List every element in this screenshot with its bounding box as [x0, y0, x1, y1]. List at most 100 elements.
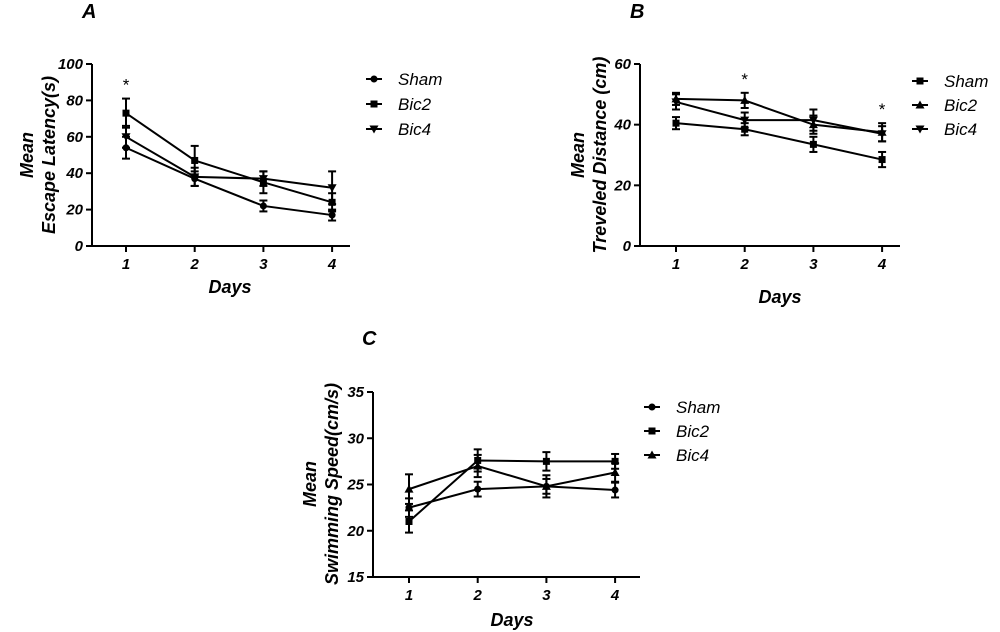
x-tick-label: 4	[610, 587, 620, 604]
data-point	[404, 484, 414, 493]
legend-marker	[915, 125, 925, 134]
y-tick-label: 0	[75, 238, 84, 255]
data-point	[405, 518, 413, 525]
data-point	[122, 109, 130, 117]
x-tick-label: 1	[122, 256, 130, 273]
series-line	[675, 100, 883, 135]
y-tick-label: 40	[65, 165, 83, 182]
series-sham	[672, 116, 887, 169]
y-tick-label: 35	[347, 384, 364, 401]
y-tick-label: 15	[347, 569, 364, 586]
series-line	[408, 464, 616, 491]
data-point	[740, 116, 750, 125]
data-point	[878, 156, 886, 164]
data-point	[473, 461, 483, 470]
data-point	[191, 156, 199, 164]
series-line	[408, 485, 616, 509]
data-point	[121, 133, 131, 142]
y-tick-label: 60	[614, 56, 631, 73]
y-axis-title: Mean Escape Latency(s)	[17, 76, 59, 234]
x-tick-label: 3	[809, 256, 818, 273]
series-line	[125, 135, 333, 189]
series-bic2	[122, 97, 337, 213]
y-tick-label: 40	[613, 117, 631, 134]
significance-star: *	[123, 76, 130, 95]
x-tick-label: 2	[473, 587, 483, 604]
legend-marker	[370, 75, 378, 83]
chart-panel-c: C 15 20 25 30 35 1 2 3 4 Days Mean Swimming Speed(cm…	[300, 328, 720, 630]
legend-marker	[915, 100, 925, 109]
data-point	[740, 95, 750, 104]
y-axis-title-line: Escape Latency(s)	[39, 76, 59, 234]
legend-marker	[648, 427, 656, 435]
legend-label: Sham	[676, 398, 720, 417]
series-bic4	[404, 453, 620, 505]
significance-star: *	[879, 100, 886, 119]
series-bic4	[121, 124, 337, 206]
data-point	[808, 116, 818, 125]
y-tick-label: 20	[613, 177, 631, 194]
data-point	[327, 184, 337, 193]
data-point	[258, 175, 268, 184]
series-line	[408, 459, 616, 523]
series-line	[675, 122, 883, 161]
data-point	[541, 481, 551, 490]
series-sham	[405, 477, 620, 518]
y-axis-title: Mean Swimming Speed(cm/s)	[300, 383, 342, 585]
y-tick-label: 60	[66, 129, 83, 146]
legend-label: Bic2	[398, 95, 432, 114]
data-point	[809, 140, 817, 148]
legend-label: Bic2	[676, 422, 710, 441]
legend-marker	[916, 77, 924, 85]
data-point	[672, 119, 680, 127]
x-tick-label: 4	[877, 256, 887, 273]
y-tick-label: 20	[65, 202, 83, 219]
x-tick-label: 1	[672, 256, 680, 273]
data-point	[542, 457, 550, 465]
x-tick-label: 3	[259, 256, 268, 273]
data-point	[259, 202, 267, 210]
x-axis-title: Days	[758, 287, 801, 307]
data-point	[611, 486, 619, 494]
legend-label: Sham	[944, 72, 988, 91]
chart-panel-a: A 0 20 40 60 80 100 1 2 3 4 Days Mean Escape Latency(…	[17, 1, 442, 297]
x-tick-label: 4	[327, 256, 337, 273]
legend-label: Bic4	[676, 446, 709, 465]
series-line	[675, 97, 883, 134]
series-line	[125, 146, 333, 217]
x-tick-label: 2	[740, 256, 750, 273]
y-tick-label: 0	[623, 238, 632, 255]
y-tick-label: 100	[58, 56, 84, 73]
data-point	[328, 211, 336, 219]
data-point	[474, 485, 482, 493]
y-axis-title-line: Mean	[300, 461, 320, 507]
series-line	[125, 112, 333, 204]
data-point	[190, 173, 200, 182]
significance-star: *	[741, 70, 748, 89]
legend-label: Bic2	[944, 96, 978, 115]
y-tick-label: 20	[346, 523, 364, 540]
y-tick-label: 25	[346, 477, 364, 494]
legend-label: Bic4	[944, 120, 977, 139]
legend-marker	[647, 450, 657, 459]
data-point	[671, 98, 681, 107]
legend-label: Sham	[398, 70, 442, 89]
data-point	[741, 125, 749, 133]
series-bic2	[405, 448, 620, 534]
chart-panel-b: B 0 20 40 60 1 2 3 4 Days Mean Treveled Distance (c…	[568, 1, 988, 307]
y-axis-title-line: Mean	[568, 132, 588, 178]
x-axis-title: Days	[490, 610, 533, 630]
y-tick-label: 30	[347, 430, 364, 447]
data-point	[611, 457, 619, 465]
x-tick-label: 3	[542, 587, 551, 604]
series-bic2	[671, 91, 887, 143]
y-axis-title: Mean Treveled Distance (cm)	[568, 57, 610, 254]
series-bic4	[671, 93, 887, 143]
x-tick-label: 1	[405, 587, 413, 604]
y-axis-title-line: Swimming Speed(cm/s)	[322, 383, 342, 585]
x-tick-label: 2	[190, 256, 200, 273]
legend-marker	[648, 403, 656, 411]
x-axis-title: Days	[208, 277, 251, 297]
panel-label: B	[630, 1, 644, 23]
